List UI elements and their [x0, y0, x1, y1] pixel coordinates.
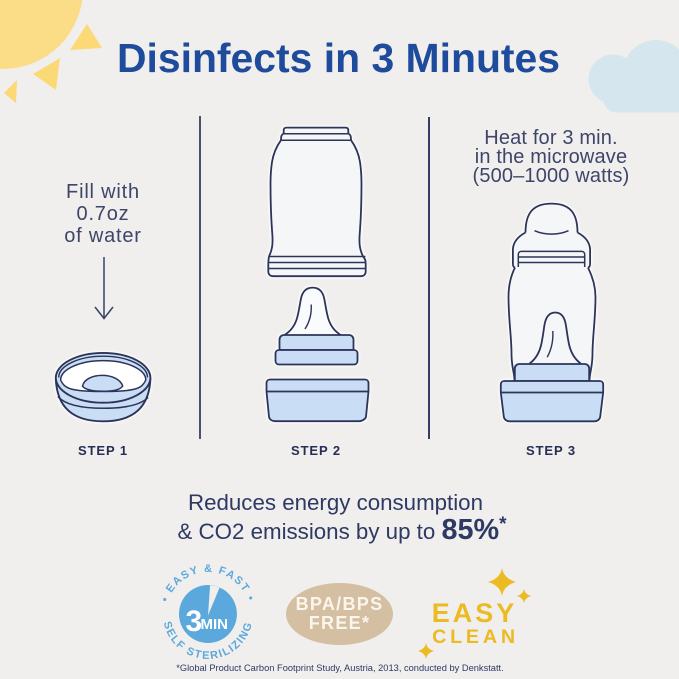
svg-text:3: 3	[186, 605, 203, 638]
svg-text:MIN: MIN	[201, 616, 229, 633]
